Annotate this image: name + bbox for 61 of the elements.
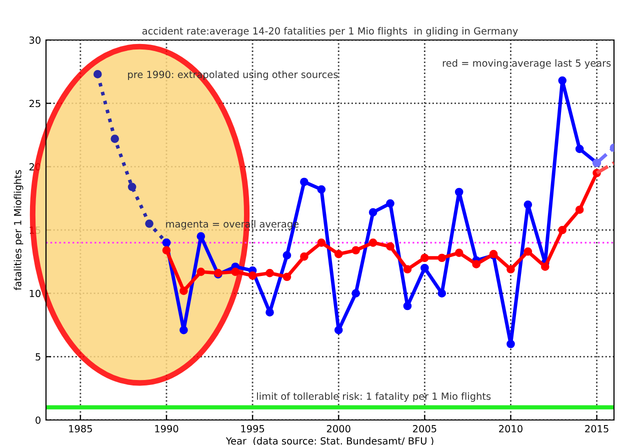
point bbox=[386, 242, 394, 251]
point bbox=[454, 188, 464, 196]
y-tick-label: 30 bbox=[30, 36, 40, 44]
point bbox=[128, 182, 136, 192]
x-tick-label: 1995 bbox=[241, 425, 264, 432]
point bbox=[196, 232, 206, 240]
point bbox=[180, 286, 188, 295]
point bbox=[282, 251, 292, 260]
x-tick-label: 2010 bbox=[499, 425, 522, 432]
x-tick-label: 1985 bbox=[69, 425, 92, 432]
point bbox=[386, 199, 394, 208]
point bbox=[110, 134, 120, 143]
point bbox=[317, 238, 326, 247]
point bbox=[334, 250, 343, 258]
point bbox=[472, 260, 480, 268]
point bbox=[524, 200, 532, 209]
x-tick-label: 2015 bbox=[585, 425, 608, 432]
point bbox=[575, 206, 584, 214]
point bbox=[368, 238, 378, 247]
point bbox=[558, 76, 567, 85]
point bbox=[352, 246, 360, 254]
ref-line-label: limit of tollerable risk: 1 fatality per 1 Mio flights bbox=[257, 392, 491, 402]
y-tick-label: 5 bbox=[36, 353, 40, 360]
point bbox=[403, 265, 412, 274]
point bbox=[300, 252, 308, 261]
point bbox=[180, 326, 188, 334]
point bbox=[506, 340, 515, 348]
point bbox=[403, 302, 412, 310]
point bbox=[420, 254, 429, 262]
point bbox=[317, 185, 326, 194]
point bbox=[145, 220, 154, 228]
y-tick-label: 0 bbox=[36, 416, 40, 424]
x-tick-label: 2005 bbox=[413, 425, 436, 432]
point bbox=[266, 308, 274, 316]
point bbox=[266, 268, 274, 278]
x-tick-label: 2000 bbox=[326, 425, 350, 432]
annotation: red = moving average last 5 years bbox=[442, 59, 611, 69]
point bbox=[231, 268, 240, 276]
chart-title: accident rate:average 14-20 fatalities per 1 Mio flights in gliding in Germany bbox=[142, 27, 518, 36]
point bbox=[524, 247, 532, 256]
point bbox=[93, 70, 102, 78]
x-tick-label: 1990 bbox=[155, 425, 178, 432]
point bbox=[248, 271, 257, 280]
point bbox=[368, 208, 378, 216]
point bbox=[420, 264, 429, 272]
point bbox=[352, 289, 360, 298]
point bbox=[575, 144, 584, 154]
point bbox=[438, 254, 446, 262]
y-tick-label: 25 bbox=[29, 100, 40, 108]
point bbox=[540, 262, 550, 271]
point bbox=[162, 246, 171, 254]
y-axis-title: fatalities per 1 Mioflights bbox=[14, 170, 24, 290]
point bbox=[282, 272, 292, 282]
point bbox=[454, 248, 464, 257]
point bbox=[196, 268, 206, 276]
y-tick-label: 10 bbox=[30, 290, 40, 298]
point bbox=[334, 326, 343, 334]
point bbox=[506, 265, 515, 274]
point bbox=[438, 289, 446, 298]
point bbox=[558, 226, 567, 234]
point bbox=[300, 178, 308, 186]
